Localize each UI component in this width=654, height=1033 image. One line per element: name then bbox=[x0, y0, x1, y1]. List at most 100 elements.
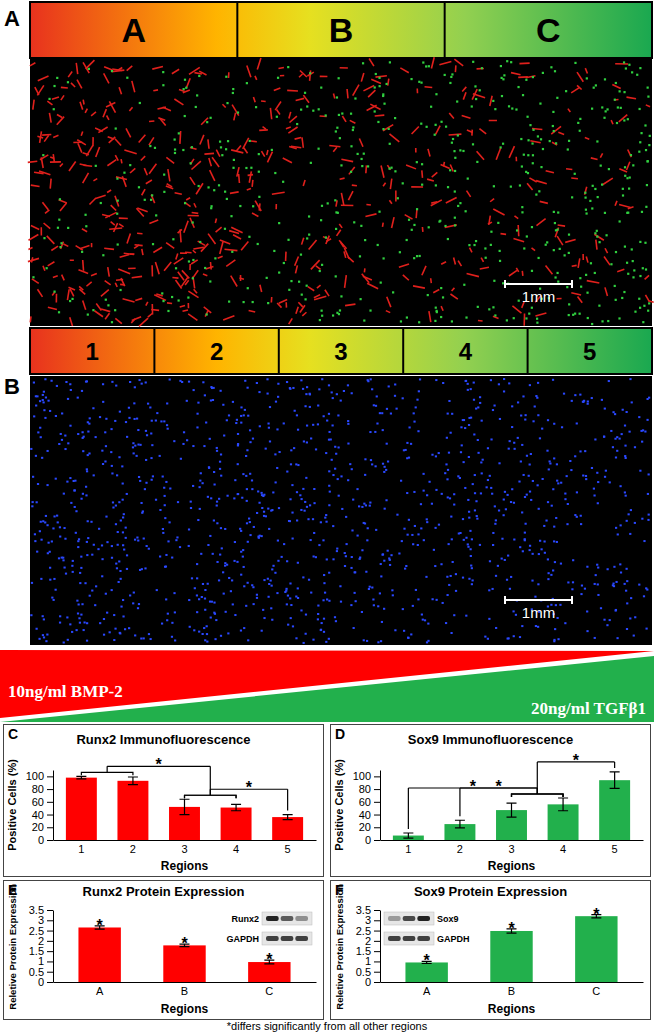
cell bbox=[187, 296, 189, 298]
cell bbox=[184, 115, 186, 117]
cell bbox=[123, 172, 125, 174]
cell bbox=[515, 157, 517, 161]
cell bbox=[199, 508, 201, 510]
cell bbox=[511, 107, 513, 109]
cell bbox=[596, 236, 598, 238]
cell bbox=[428, 65, 430, 67]
cell bbox=[577, 85, 582, 89]
cell bbox=[310, 162, 312, 164]
cell bbox=[548, 572, 550, 574]
cell bbox=[443, 162, 445, 167]
zone-label: 2 bbox=[210, 338, 223, 365]
cell bbox=[111, 321, 113, 323]
cell bbox=[96, 195, 106, 198]
cell bbox=[206, 121, 208, 123]
cell bbox=[182, 149, 184, 151]
cell bbox=[37, 136, 43, 138]
cell bbox=[403, 528, 405, 530]
cell bbox=[197, 519, 199, 521]
cell bbox=[513, 317, 515, 319]
cell bbox=[87, 454, 89, 456]
cell bbox=[218, 256, 223, 258]
cell bbox=[287, 239, 289, 241]
cell bbox=[492, 306, 494, 308]
cell bbox=[571, 293, 581, 295]
cell bbox=[555, 517, 557, 519]
cell bbox=[51, 540, 53, 542]
cell bbox=[59, 198, 61, 200]
cell bbox=[627, 162, 630, 170]
cell bbox=[140, 502, 142, 504]
cell bbox=[392, 594, 394, 596]
cell bbox=[55, 415, 57, 417]
cell bbox=[31, 505, 33, 507]
cell bbox=[91, 112, 96, 116]
cell bbox=[183, 88, 185, 90]
cell bbox=[368, 90, 375, 97]
cell bbox=[225, 148, 227, 150]
cell bbox=[175, 267, 177, 269]
cell bbox=[122, 499, 124, 501]
cell bbox=[123, 549, 125, 551]
cell bbox=[320, 115, 327, 117]
cell bbox=[582, 475, 584, 477]
cell bbox=[645, 628, 647, 630]
cell bbox=[312, 518, 314, 520]
cell bbox=[492, 544, 494, 546]
cell bbox=[441, 493, 443, 495]
cell bbox=[506, 579, 508, 581]
cell bbox=[290, 463, 292, 465]
cell bbox=[315, 448, 317, 450]
cell bbox=[614, 99, 619, 101]
cell bbox=[53, 135, 58, 137]
cell bbox=[59, 246, 61, 248]
cell bbox=[29, 316, 31, 322]
cell bbox=[618, 438, 620, 440]
cell bbox=[210, 207, 212, 209]
cell bbox=[40, 578, 42, 580]
cell bbox=[207, 583, 209, 585]
cell bbox=[81, 390, 83, 392]
cell bbox=[85, 109, 87, 113]
cell bbox=[347, 423, 349, 425]
cell bbox=[390, 179, 391, 190]
cell bbox=[605, 110, 607, 112]
cell bbox=[491, 588, 493, 590]
cell bbox=[341, 112, 343, 114]
cell bbox=[475, 98, 477, 100]
cell bbox=[435, 93, 437, 95]
cell bbox=[134, 418, 136, 420]
cell bbox=[326, 558, 328, 560]
cell bbox=[174, 99, 183, 105]
cell bbox=[384, 508, 386, 510]
cell bbox=[361, 549, 363, 551]
cell bbox=[521, 211, 523, 213]
cell bbox=[285, 252, 287, 261]
cell bbox=[286, 471, 288, 473]
cell bbox=[241, 497, 243, 499]
cell bbox=[242, 556, 244, 558]
cell bbox=[503, 390, 505, 392]
cell bbox=[206, 313, 208, 315]
cell bbox=[81, 603, 83, 605]
cell bbox=[325, 521, 327, 523]
cell bbox=[337, 446, 339, 448]
cell bbox=[196, 413, 198, 415]
cell bbox=[327, 202, 329, 204]
cell bbox=[620, 107, 622, 109]
cell bbox=[337, 230, 341, 236]
cell bbox=[617, 269, 624, 272]
cell bbox=[317, 285, 321, 288]
cell bbox=[32, 501, 34, 503]
cell bbox=[413, 286, 425, 288]
cell bbox=[539, 437, 541, 439]
cell bbox=[88, 423, 90, 425]
cell bbox=[495, 575, 497, 577]
cell bbox=[261, 151, 264, 156]
cell bbox=[624, 455, 626, 457]
cell bbox=[204, 598, 206, 600]
cell bbox=[63, 642, 65, 644]
cell bbox=[550, 66, 552, 68]
cell bbox=[31, 257, 32, 262]
cell bbox=[586, 566, 588, 568]
